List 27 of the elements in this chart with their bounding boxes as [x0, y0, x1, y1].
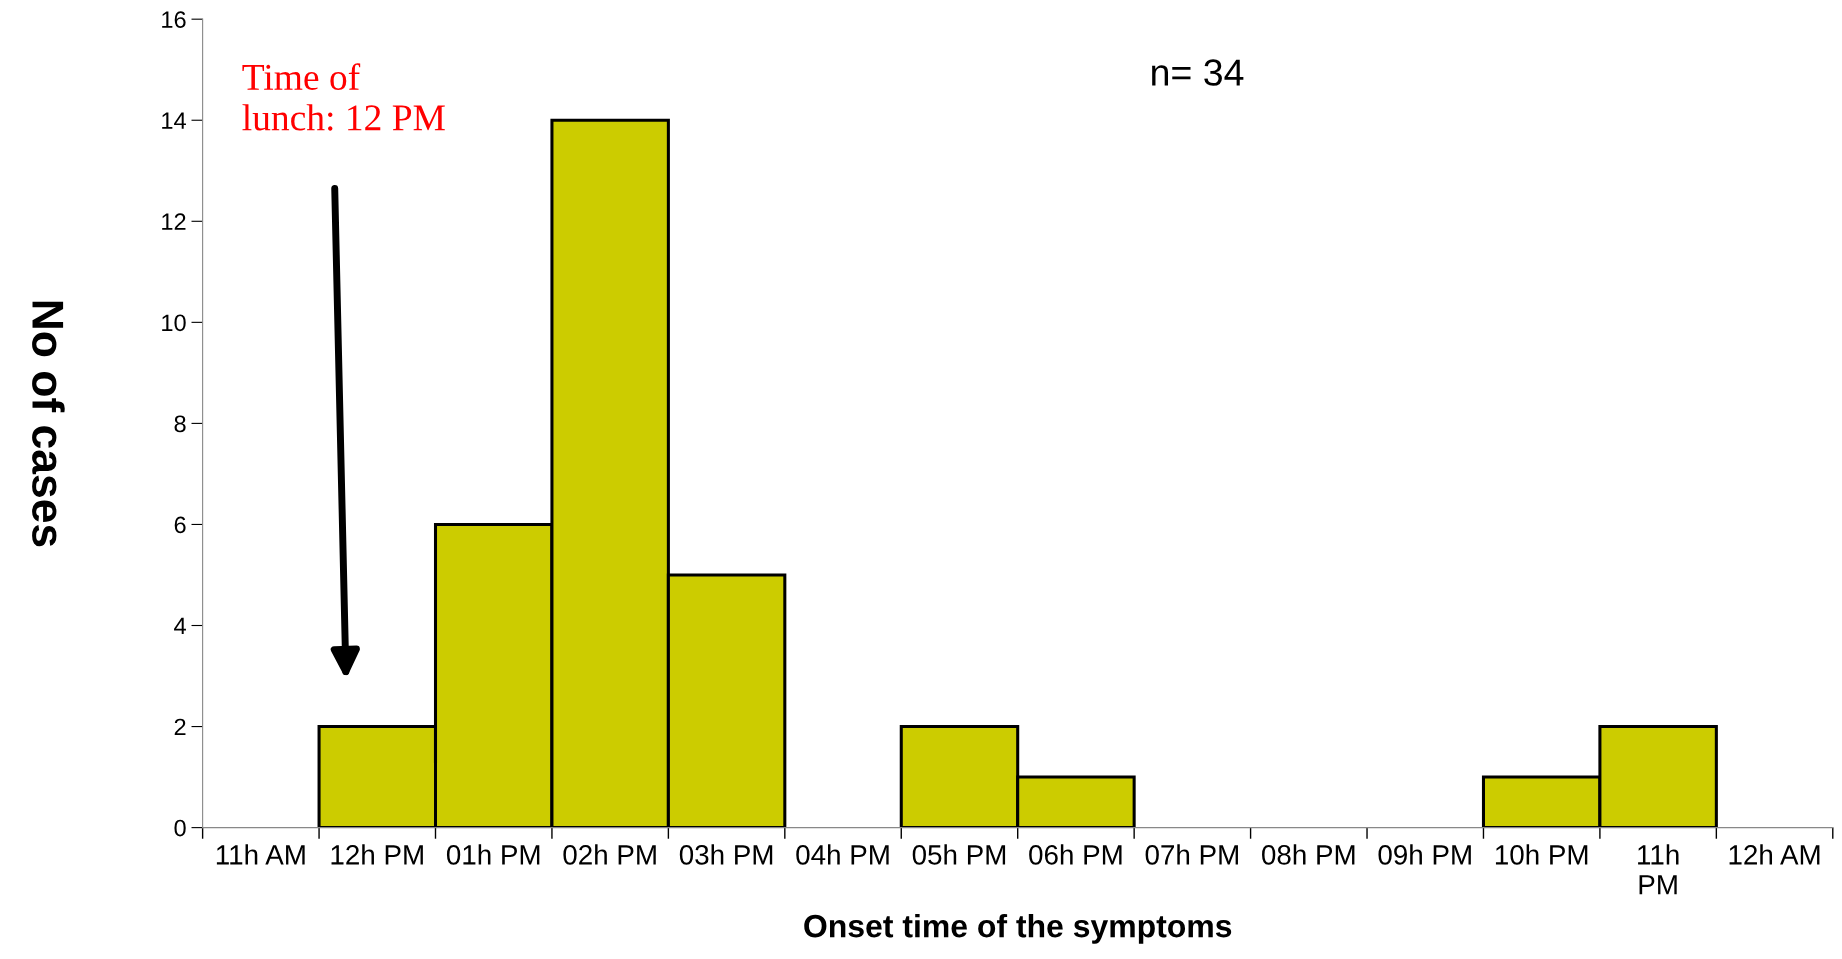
y-tick-label: 8 [174, 415, 186, 433]
y-tick-label: 10 [162, 314, 186, 332]
y-tick-label: 2 [174, 718, 186, 736]
annotation: n= 34 [1152, 59, 1244, 86]
y-tick-label: 4 [174, 617, 186, 635]
y-axis-title: No of cases [32, 301, 65, 547]
x-tick-label: 08h PM [1262, 844, 1355, 865]
x-tick-label: 09h PM [1378, 844, 1471, 865]
y-tick-label: 6 [174, 516, 186, 534]
x-tick-label: 04h PM [796, 844, 889, 865]
annotation: Time of lunch: 12 PM [242, 63, 445, 131]
x-tick-label: 11h AM [216, 844, 305, 865]
x-tick-label: 02h PM [563, 844, 656, 865]
y-tick-label: 12 [162, 213, 186, 230]
y-tick-label: 16 [162, 11, 186, 28]
x-tick-label: 10h PM [1495, 844, 1588, 865]
x-tick-label: 05h PM [912, 844, 1006, 865]
x-axis-title: Onset time of the symptoms [804, 913, 1232, 944]
x-tick-label: 07h PM [1145, 844, 1238, 865]
y-tick-label: 0 [174, 819, 186, 837]
y-tick-label: 14 [162, 112, 186, 129]
x-tick-label: 12h PM [331, 844, 423, 865]
x-tick-label: 11h PM [1638, 844, 1679, 895]
x-tick-label: 03h PM [679, 844, 773, 865]
x-tick-label: 06h PM [1029, 844, 1122, 865]
x-tick-label: 12h AM [1729, 844, 1820, 865]
x-tick-label: 01h PM [446, 844, 540, 865]
